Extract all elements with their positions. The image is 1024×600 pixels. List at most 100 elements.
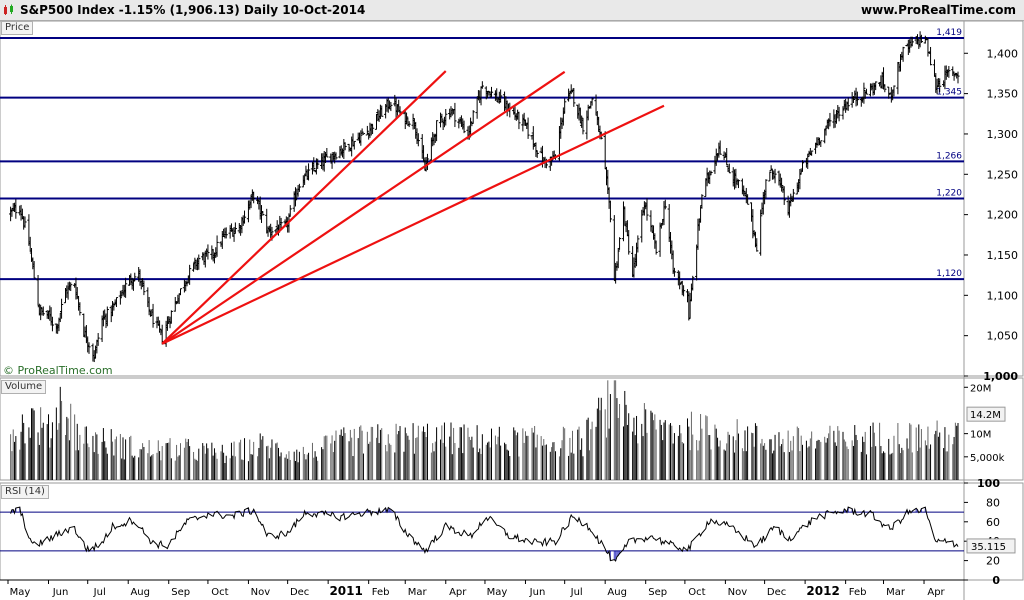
price-bar [142,280,146,296]
x-tick-label: Mar [886,587,906,598]
x-tick-label: Jun [529,587,546,598]
price-bar [764,179,768,199]
candlestick-chart-icon [4,4,13,15]
price-bar [69,282,73,292]
price-bar [471,110,475,124]
price-bar [709,170,713,176]
price-bar [828,112,832,127]
price-bar [901,46,905,62]
x-tick-label: Oct [688,587,705,598]
price-bar [590,97,594,106]
price-bar [791,188,795,202]
price-bar [938,78,942,93]
price-bar [746,194,750,205]
price-bar [312,157,316,172]
price-bar [147,296,151,316]
x-tick-label: Dec [290,587,309,598]
x-tick-label: Apr [927,587,945,598]
x-tick-label: Mar [408,587,428,598]
copyright-text: © ProRealTime.com [3,364,113,377]
price-bar [78,302,82,316]
price-bar [627,230,631,255]
x-tick-label: Oct [211,587,228,598]
price-bar [389,102,393,112]
price-bar [862,82,866,104]
price-bar [293,187,298,207]
price-bar [224,227,228,239]
price-bar [892,85,896,97]
price-bar [261,211,265,216]
price-bar [672,267,677,277]
price-bar [334,152,338,160]
price-bar [41,306,45,316]
price-bar [517,111,521,130]
price-bar [700,194,704,209]
rsi-tick-label: 100 [977,477,1000,490]
price-tick-label: 1,300 [987,128,1019,141]
price-bar [896,61,900,95]
price-bar [727,163,731,174]
price-bar [96,333,100,346]
price-tick-label: 1,000 [983,370,1018,383]
price-bar [407,121,411,128]
price-bar [499,89,503,103]
price-bar [325,148,329,158]
price-bar [105,306,109,327]
price-bar [522,112,526,126]
price-bar [798,168,802,190]
x-tick-label: Aug [607,587,627,598]
x-tick-label: Jul [570,587,583,598]
x-tick-label: Jun [52,587,69,598]
price-bar [919,34,924,43]
price-bar [475,97,479,119]
price-bar [572,87,576,107]
price-bar [252,191,256,204]
price-bar [742,185,746,197]
price-bar [453,102,457,128]
price-tick-label: 1,250 [987,168,1019,181]
x-tick-label: Sep [171,587,190,598]
price-bar [883,84,887,93]
site-url[interactable]: www.ProRealTime.com [861,3,1016,17]
volume-tick-label: 10M [970,430,991,441]
price-bar [663,199,667,210]
price-bar [50,316,55,332]
price-bar [526,117,530,139]
price-bar [617,237,622,250]
price-bar [563,98,567,114]
panel-label-volume: Volume [1,380,47,394]
price-level-label: 1,220 [936,189,962,199]
price-bar [800,160,805,172]
price-bar [681,285,686,297]
price-bar [691,275,695,291]
x-tick-label: Feb [372,587,390,598]
x-tick-label: Nov [251,587,271,598]
price-bar [819,140,823,147]
price-bar [759,209,763,256]
price-bar [535,150,539,158]
x-tick-label: Dec [767,587,786,598]
price-bar [718,140,722,155]
price-bar [206,244,210,260]
rsi-tick-label: 20 [986,555,1000,568]
price-level-label: 1,345 [936,88,962,98]
price-tick-label: 1,350 [987,88,1019,101]
x-tick-label: Nov [728,587,748,598]
price-bar [114,297,119,308]
price-bar [790,195,794,202]
price-bar [952,72,956,81]
panel-label-price: Price [1,21,34,35]
price-bar [782,186,786,205]
rsi-tick-label: 80 [986,496,1000,509]
price-bar [59,298,64,319]
rsi-tick-label: 0 [992,574,1000,587]
price-bar [197,254,201,270]
price-level-label: 1,419 [936,28,962,38]
x-tick-label: Feb [849,587,867,598]
rsi-current-tag [966,538,1016,554]
price-tick-label: 1,100 [987,289,1019,302]
price-bar [864,88,869,95]
price-tick-label: 1,200 [987,209,1019,222]
rsi-line [10,506,959,562]
